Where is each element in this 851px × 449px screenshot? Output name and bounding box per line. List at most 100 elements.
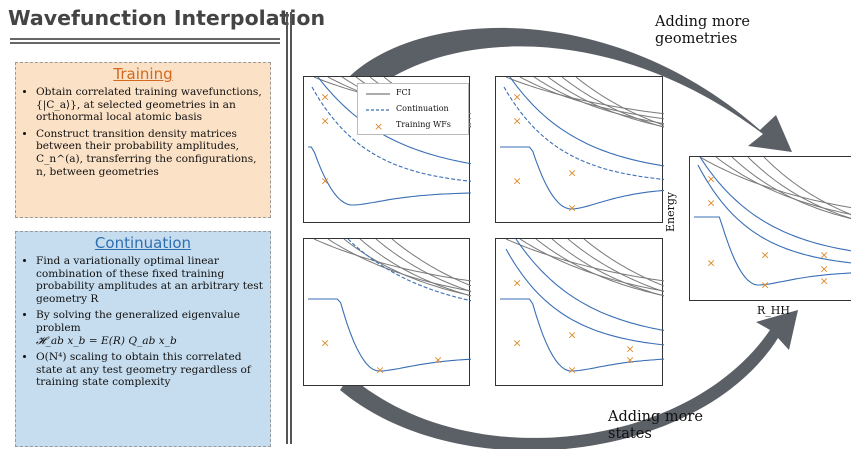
p2-fci-curve-0 [505, 77, 664, 115]
p3-cont-curve-0 [347, 239, 471, 302]
p5-fci-curve-3 [747, 157, 851, 219]
p4-training-mark-1: × [513, 337, 522, 350]
continuation-list: Find a variationally optimal linear comb… [16, 255, 270, 389]
p5-training-mark-0: × [707, 173, 716, 186]
p3-training-mark-1: × [376, 364, 385, 377]
training-title: Training [113, 65, 173, 83]
p5-training-mark-1: × [707, 197, 716, 210]
panel-bottom-right: × × × × × × [495, 238, 664, 386]
continuation-bullet-1: Find a variationally optimal linear comb… [36, 255, 270, 305]
p3-fci-curve-4 [375, 239, 471, 293]
panel-bottom-right-plot: ×××××× [500, 239, 664, 377]
page-title: Wavefunction Interpolation [8, 6, 326, 30]
note-bottom-line-1: Adding more [608, 409, 703, 425]
legend-label-continuation: Continuation [396, 104, 449, 113]
p1-training-mark-0: × [321, 91, 330, 104]
title-underline-2 [10, 42, 280, 44]
note-top-line-1: Adding more [655, 14, 750, 30]
panel-bottom-left: × × × [303, 238, 471, 386]
p3-fci-curve-5 [391, 239, 471, 287]
p5-fci-curve-2 [731, 157, 851, 220]
p2-training-mark-2: × [513, 175, 522, 188]
p2-training-mark-4: × [568, 202, 577, 215]
p5-fci-curve-1 [715, 157, 851, 215]
p2-fci-curve-4 [561, 77, 664, 128]
p5-training-mark-2: × [707, 257, 716, 270]
p4-fci-curve-2 [535, 239, 664, 297]
p2-cont-curve-2 [500, 146, 664, 210]
note-bottom: Adding more states [608, 409, 703, 443]
training-bullet-1: Obtain correlated training wavefunctions… [36, 86, 270, 124]
p1-training-mark-2: × [321, 175, 330, 188]
p5-training-mark-5: × [820, 249, 829, 262]
p1-cont-curve-0 [317, 77, 471, 165]
legend-item-fci: FCI [358, 87, 470, 101]
eigenvalue-equation: 𝓗_ab x_b = E(R) Q_ab x_b [36, 334, 177, 347]
p2-fci-curve-1 [519, 77, 664, 120]
p5-training-mark-6: × [820, 263, 829, 276]
training-box: Training Obtain correlated training wave… [15, 62, 271, 218]
note-top: Adding more geometries [655, 14, 750, 48]
title-underline [10, 38, 280, 40]
p2-fci-curve-5 [575, 77, 664, 126]
panel-bottom-left-plot: × × × [308, 239, 471, 377]
p2-cont-curve-0 [509, 77, 664, 167]
p3-fci-curve-2 [343, 239, 471, 297]
p1-training-mark-1: × [321, 115, 330, 128]
panel-top-right-plot: × × × × × [500, 77, 664, 215]
p5-fci-curve-0 [699, 157, 851, 209]
top-arrow [350, 27, 792, 152]
p3-training-mark-2: × [434, 354, 443, 367]
p5-training-mark-3: × [761, 249, 770, 262]
p4-training-mark-5: × [626, 354, 635, 367]
p5-cont-curve-2 [694, 216, 851, 286]
result-xlabel: R_HH [757, 304, 790, 317]
p3-cont-curve-1 [308, 298, 471, 372]
continuation-bullet-2: By solving the generalized eigenvalue pr… [36, 309, 270, 347]
legend-item-training: × Training WFs [358, 119, 470, 133]
continuation-title: Continuation [94, 234, 192, 252]
p4-fci-curve-3 [551, 239, 664, 297]
panel-result-plot: ×××××××× [694, 157, 851, 292]
legend: FCI Continuation × Training WFs [357, 83, 469, 135]
legend-label-fci: FCI [396, 88, 411, 97]
continuation-bullet-3: O(N⁴) scaling to obtain this correlated … [36, 351, 270, 389]
panel-top-right: × × × × × [495, 76, 664, 223]
p4-training-mark-2: × [568, 329, 577, 342]
p2-fci-curve-3 [547, 77, 664, 128]
continuation-box: Continuation Find a variationally optima… [15, 231, 271, 447]
p3-training-mark-0: × [321, 337, 330, 350]
p4-cont-curve-0 [515, 239, 664, 331]
legend-label-training: Training WFs [396, 120, 451, 129]
result-ylabel: Energy [664, 191, 677, 232]
p2-cont-curve-1 [503, 86, 664, 180]
p2-fci-curve-2 [533, 77, 664, 125]
panel-result: × × × × × × × × [689, 156, 851, 301]
p5-cont-curve-1 [697, 164, 851, 264]
divider-line [286, 12, 288, 444]
svg-text:×: × [374, 120, 383, 133]
note-top-line-2: geometries [655, 31, 738, 47]
p2-training-mark-0: × [513, 91, 522, 104]
p4-training-mark-0: × [513, 277, 522, 290]
p3-fci-curve-3 [359, 239, 471, 297]
p4-fci-curve-4 [567, 239, 664, 293]
p2-training-mark-1: × [513, 115, 522, 128]
p5-fci-curve-4 [763, 157, 851, 216]
p4-training-mark-3: × [568, 364, 577, 377]
p1-cont-curve-2 [308, 146, 471, 206]
training-list: Obtain correlated training wavefunctions… [16, 86, 270, 178]
p5-cont-curve-0 [699, 157, 851, 252]
continuation-bullet-2-text: By solving the generalized eigenvalue pr… [36, 309, 241, 334]
p5-training-mark-4: × [761, 279, 770, 292]
note-bottom-line-2: states [608, 426, 652, 442]
p4-cont-curve-1 [505, 248, 664, 346]
p5-training-mark-7: × [820, 275, 829, 288]
divider-line-2 [290, 12, 292, 444]
p2-training-mark-3: × [568, 167, 577, 180]
p4-cont-curve-2 [500, 298, 664, 372]
p3-fci-curve-0 [313, 239, 471, 282]
p4-fci-curve-5 [583, 239, 664, 287]
legend-item-continuation: Continuation [358, 103, 470, 117]
